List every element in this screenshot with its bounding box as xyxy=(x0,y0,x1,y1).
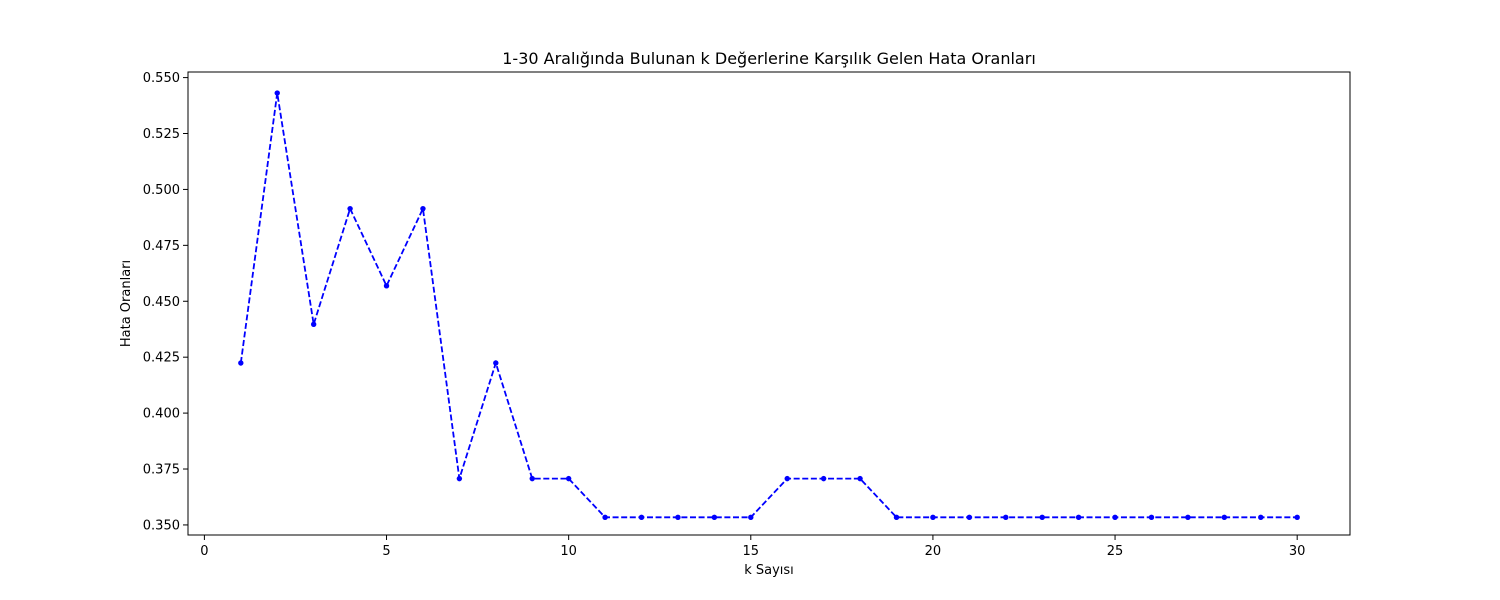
data-point xyxy=(857,475,863,482)
data-point xyxy=(820,475,827,482)
data-point xyxy=(347,205,353,212)
series-layer xyxy=(238,90,1300,521)
data-point xyxy=(456,475,463,482)
data-point xyxy=(1112,514,1118,521)
data-point xyxy=(1148,514,1155,521)
y-tick-label: 0.425 xyxy=(143,351,180,366)
y-tick-label: 0.400 xyxy=(143,407,180,422)
y-tick-label: 0.525 xyxy=(143,127,180,142)
data-point xyxy=(1075,514,1082,521)
x-axis: 0 5 10 15 20 25 30 xyxy=(200,535,1305,559)
data-point xyxy=(420,205,426,212)
chart-title: 1-30 Aralığında Bulunan k Değerlerine Ka… xyxy=(502,49,1036,68)
data-point xyxy=(748,514,754,521)
data-point xyxy=(310,321,317,328)
data-point xyxy=(1185,514,1191,521)
data-point xyxy=(1003,514,1009,521)
plot-area xyxy=(187,71,1351,536)
data-point xyxy=(274,90,280,96)
data-point xyxy=(1221,514,1228,521)
x-tick-label: 5 xyxy=(382,544,390,559)
x-tick-label: 30 xyxy=(1289,544,1306,559)
data-point xyxy=(893,514,900,521)
y-tick-label: 0.550 xyxy=(143,71,180,86)
y-tick-label: 0.450 xyxy=(143,295,180,310)
data-point xyxy=(1039,514,1045,521)
y-axis: 0.350 0.375 0.400 0.425 0.450 0.475 0.500 0.525… xyxy=(143,71,188,533)
data-point xyxy=(493,360,499,366)
x-tick-label: 0 xyxy=(200,544,208,559)
data-point xyxy=(1294,514,1300,521)
x-tick-label: 10 xyxy=(560,544,577,559)
data-point xyxy=(784,475,790,482)
data-point xyxy=(675,514,681,521)
data-point xyxy=(966,514,973,521)
series-line xyxy=(239,92,1298,519)
data-point xyxy=(565,475,572,482)
data-point xyxy=(238,360,244,366)
data-point xyxy=(638,514,645,521)
y-tick-label: 0.500 xyxy=(143,183,180,198)
data-point xyxy=(529,475,535,482)
data-point xyxy=(602,514,608,521)
data-point xyxy=(711,514,718,521)
data-point xyxy=(1258,514,1264,521)
x-tick-label: 25 xyxy=(1107,544,1124,559)
y-tick-label: 0.475 xyxy=(143,239,180,254)
y-axis-title: Hata Oranları xyxy=(119,260,134,347)
data-point xyxy=(383,283,390,289)
y-tick-label: 0.375 xyxy=(143,463,180,478)
y-tick-label: 0.350 xyxy=(143,518,180,533)
x-tick-label: 15 xyxy=(743,544,760,559)
x-axis-title: k Sayısı xyxy=(744,563,794,578)
data-point xyxy=(930,514,936,521)
x-tick-label: 20 xyxy=(925,544,942,559)
